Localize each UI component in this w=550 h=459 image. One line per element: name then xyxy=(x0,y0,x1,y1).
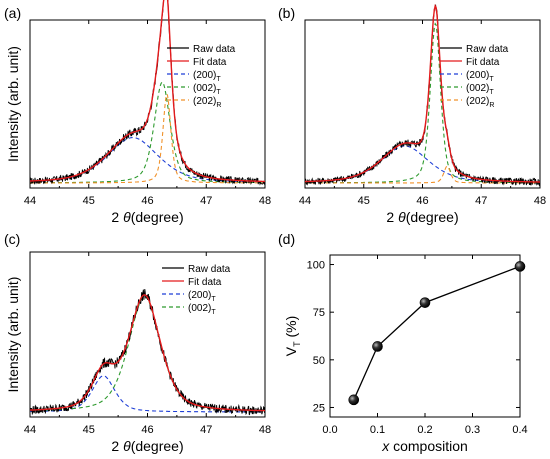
legend-label-c202: (202)R xyxy=(193,96,221,109)
x-tick-label: 48 xyxy=(259,424,271,436)
data-point xyxy=(514,261,526,272)
y-tick-label: 25 xyxy=(313,402,325,414)
legend-label-c002: (002)T xyxy=(188,303,216,316)
y-tick-label: 50 xyxy=(313,355,325,367)
legend-label-raw: Raw data xyxy=(466,44,509,55)
legend-label-raw: Raw data xyxy=(193,44,236,55)
plot-frame xyxy=(29,251,266,418)
x-tick-label: 0.0 xyxy=(322,424,337,436)
panel-label: (c) xyxy=(4,231,20,247)
x-tick-label: 44 xyxy=(299,195,311,207)
legend-label-c200: (200)T xyxy=(466,70,494,83)
raw-data-line xyxy=(29,288,266,416)
component-curve-c200 xyxy=(30,375,265,413)
data-point xyxy=(372,341,383,352)
x-tick-label: 46 xyxy=(141,195,153,207)
x-axis-label: 2 θ(degree) xyxy=(111,438,183,454)
raw-data-line xyxy=(304,4,541,187)
legend-label-c200: (200)T xyxy=(193,70,221,83)
panel-label: (b) xyxy=(278,5,295,21)
fit-data-line xyxy=(30,0,265,183)
panel-d: (d) 0.0 0.1 0.2 0.3 0.4 25 50 75 100 x composition… xyxy=(278,231,528,454)
x-axis-label: 2 θ(degree) xyxy=(111,209,183,225)
x-tick-label: 47 xyxy=(200,195,212,207)
x-tick-label: 46 xyxy=(416,195,428,207)
panel-label: (d) xyxy=(278,231,295,247)
component-curve-c002 xyxy=(30,296,265,412)
legend-label-fit: Fit data xyxy=(466,57,500,68)
x-tick-label: 44 xyxy=(24,424,36,436)
panel-label: (a) xyxy=(4,5,21,21)
component-curve-c200 xyxy=(29,137,265,183)
plot-frame xyxy=(329,254,521,418)
legend-label-fit: Fit data xyxy=(193,57,227,68)
x-tick-label: 0.1 xyxy=(370,424,385,436)
fit-data-line xyxy=(305,3,540,183)
x-tick-label: 0.2 xyxy=(417,424,432,436)
data-point xyxy=(419,297,431,308)
y-axis-label: Intensity (arb. unit) xyxy=(5,46,21,162)
legend-label-c200: (200)T xyxy=(188,290,216,303)
x-tick-label: 45 xyxy=(358,195,370,207)
data-point xyxy=(348,394,360,406)
y-axis-label: VT (%) xyxy=(283,316,302,357)
x-tick-label: 47 xyxy=(200,424,212,436)
y-tick-label: 75 xyxy=(313,307,325,319)
y-axis-label: Intensity (arb. unit) xyxy=(5,277,21,393)
component-curve-c002 xyxy=(30,81,265,184)
legend-label-fit: Fit data xyxy=(188,277,222,288)
legend-label-c002: (002)T xyxy=(193,83,221,96)
panel-b: (b) 44 45 46 47 48 2 θ(degree) Raw data Fit data… xyxy=(278,3,546,225)
legend-label-c002: (002)T xyxy=(466,83,494,96)
x-tick-label: 0.4 xyxy=(512,424,527,436)
y-tick-label: 100 xyxy=(307,260,325,272)
x-tick-label: 46 xyxy=(141,424,153,436)
x-axis-label: 2 θ(degree) xyxy=(386,209,458,225)
raw-data-line xyxy=(29,0,266,186)
x-tick-label: 0.3 xyxy=(465,424,480,436)
x-axis-label: x composition xyxy=(381,438,468,454)
x-tick-label: 45 xyxy=(83,195,95,207)
series-line xyxy=(353,265,521,401)
panel-c: (c) 44 45 46 47 48 2 θ(degree) Intensity (arb. … xyxy=(4,231,271,454)
legend-label-raw: Raw data xyxy=(188,264,231,275)
component-curve-c202 xyxy=(30,93,265,184)
panel-a: (a) 44 45 46 47 48 2 θ(degree) Intensity (arb. … xyxy=(4,0,271,225)
legend-label-c202: (202)R xyxy=(466,96,494,109)
component-curve-c002 xyxy=(305,22,540,184)
fit-data-line xyxy=(30,294,266,412)
x-tick-label: 44 xyxy=(24,195,36,207)
x-tick-label: 48 xyxy=(259,195,271,207)
x-tick-label: 45 xyxy=(83,424,95,436)
x-tick-label: 48 xyxy=(534,195,546,207)
x-tick-label: 47 xyxy=(475,195,487,207)
